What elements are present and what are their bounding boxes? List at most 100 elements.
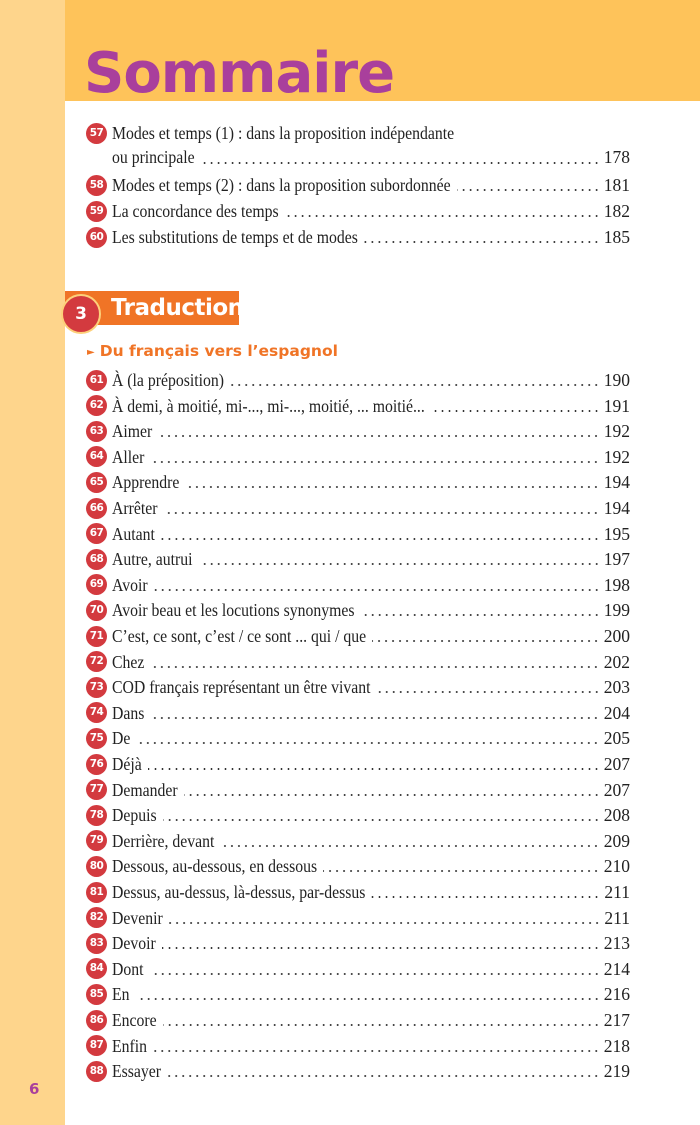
toc-entry[interactable]: 68 Autre, autrui 197: [86, 548, 630, 570]
toc-entry[interactable]: 73 COD français représentant un être viva…: [86, 676, 630, 698]
entry-number-badge: 74: [86, 702, 107, 724]
entry-page: 205: [603, 728, 630, 749]
entry-number-badge: 68: [86, 548, 107, 570]
dot-leader: [167, 1075, 600, 1078]
toc-entry[interactable]: 82 Devenir 211: [86, 907, 630, 929]
toc-entry[interactable]: 84 Dont 214: [86, 958, 630, 980]
toc-entry[interactable]: 66 Arrêter 194: [86, 497, 630, 519]
entry-title: De: [112, 728, 131, 749]
entry-page: 214: [603, 958, 630, 979]
toc-entry[interactable]: 67 Autant 195: [86, 523, 630, 545]
entry-page: 207: [603, 779, 630, 800]
entry-title: Dessous, au-dessous, en dessous: [112, 856, 318, 877]
toc-entry[interactable]: 86 Encore 217: [86, 1009, 630, 1031]
toc-entry[interactable]: 78 Depuis 208: [86, 804, 630, 826]
entry-number-badge: 62: [86, 395, 107, 417]
entry-number-badge: 86: [86, 1009, 107, 1031]
dot-leader: [136, 742, 600, 745]
entry-title: À (la préposition): [112, 370, 224, 390]
toc-entry[interactable]: 81 Dessus, au-dessus, là-dessus, par-dess…: [86, 881, 630, 903]
entry-page: 210: [603, 856, 630, 877]
toc-entry[interactable]: 65 Apprendre 194: [86, 471, 630, 493]
toc-entry[interactable]: 62 À demi, à moitié, mi-..., mi-..., moit…: [86, 395, 630, 417]
section-number-badge: 3: [61, 294, 101, 334]
entry-page: 195: [603, 523, 630, 544]
entry-title: Aimer: [112, 421, 153, 442]
entry-page: 185: [603, 227, 630, 247]
dot-leader: [456, 189, 600, 191]
dot-leader: [360, 614, 600, 617]
entry-page: 217: [603, 1010, 630, 1030]
toc-entry[interactable]: 79 Derrière, devant 209: [86, 830, 630, 852]
toc-entry[interactable]: 61 À (la préposition) 190: [86, 369, 630, 391]
entry-number-badge: 87: [86, 1035, 107, 1057]
entry-title: Déjà: [112, 754, 142, 774]
toc-entry[interactable]: 71 C’est, ce sont, c’est / ce sont ... qu…: [86, 625, 630, 647]
toc-entry[interactable]: 75 De 205: [86, 727, 630, 749]
dot-leader: [220, 844, 600, 847]
toc-entry[interactable]: 60 Les substitutions de temps et de modes…: [86, 226, 630, 248]
entry-number-badge: 65: [86, 471, 107, 493]
dot-leader: [153, 588, 600, 591]
entry-title: À demi, à moitié, mi-..., mi-..., moitié…: [112, 395, 425, 416]
dot-leader: [158, 435, 600, 438]
entry-line-1: 57 Modes et temps (1) : dans la propositi…: [86, 121, 630, 145]
entry-page: 199: [603, 600, 630, 621]
entry-title: Encore: [112, 1010, 157, 1030]
toc-entry[interactable]: 85 En 216: [86, 983, 630, 1005]
page-title: Sommaire: [84, 41, 395, 106]
entry-page: 194: [603, 472, 630, 493]
triangle-right-icon: ►: [87, 347, 95, 358]
toc-entry[interactable]: 64 Aller 192: [86, 446, 630, 468]
dot-leader: [150, 460, 600, 463]
dot-leader: [323, 870, 600, 873]
entry-title: Modes et temps (1) : dans la proposition…: [112, 123, 455, 143]
toc-entry[interactable]: 70 Avoir beau et les locutions synonymes 1…: [86, 599, 630, 621]
entry-number-badge: 63: [86, 420, 107, 442]
toc-entry[interactable]: 58 Modes et temps (2) : dans la propositi…: [86, 174, 630, 196]
toc-entry[interactable]: 87 Enfin 218: [86, 1035, 630, 1057]
entry-number-badge: 67: [86, 523, 107, 545]
entry-number-badge: 71: [86, 625, 107, 647]
entry-page: 218: [603, 1035, 630, 1056]
toc-entry[interactable]: 72 Chez 202: [86, 651, 630, 673]
dot-leader: [153, 1049, 600, 1052]
toc-entry[interactable]: 74 Dans 204: [86, 702, 630, 724]
toc-entry[interactable]: 77 Demander 207: [86, 779, 630, 801]
toc-entry[interactable]: 76 Déjà 207: [86, 753, 630, 775]
entry-page: 191: [603, 395, 630, 416]
dot-leader: [200, 162, 600, 164]
header-band: [65, 0, 700, 101]
entry-page: 203: [603, 677, 630, 698]
toc-entry[interactable]: 63 Aimer 192: [86, 420, 630, 442]
entry-title: Autre, autrui: [112, 549, 193, 570]
toc-entry[interactable]: 80 Dessous, au-dessous, en dessous 210: [86, 855, 630, 877]
entry-page: 211: [604, 882, 630, 902]
dot-leader: [135, 998, 600, 1001]
dot-leader: [168, 921, 601, 924]
toc-entry[interactable]: 69 Avoir 198: [86, 574, 630, 596]
dot-leader: [161, 947, 600, 950]
dot-leader: [430, 409, 600, 412]
toc-entry[interactable]: 83 Devoir 213: [86, 932, 630, 954]
toc-entry[interactable]: 59 La concordance des temps 182: [86, 200, 630, 222]
toc-entry[interactable]: 88 Essayer 219: [86, 1060, 630, 1082]
dot-leader: [363, 241, 600, 243]
section-title: Traduction: [111, 295, 244, 321]
subsection-label: Du français vers l’espagnol: [99, 342, 338, 360]
dot-leader: [198, 563, 600, 566]
toc-entry[interactable]: 57 Modes et temps (1) : dans la propositi…: [86, 121, 630, 169]
entry-number-badge: 59: [86, 200, 107, 222]
entry-number-badge: 79: [86, 830, 107, 852]
entry-page: 219: [603, 1061, 630, 1082]
dot-leader: [150, 716, 600, 719]
entry-title: COD français représentant un être vivant: [112, 677, 371, 698]
entry-page: 198: [603, 574, 630, 595]
entry-number-badge: 73: [86, 676, 107, 698]
entry-title: Chez: [112, 651, 145, 672]
entry-page: 209: [603, 830, 630, 851]
entry-title: Devoir: [112, 933, 156, 954]
entry-title: Demander: [112, 779, 178, 800]
entry-number-badge: 88: [86, 1060, 107, 1082]
entry-number-badge: 61: [86, 369, 107, 391]
